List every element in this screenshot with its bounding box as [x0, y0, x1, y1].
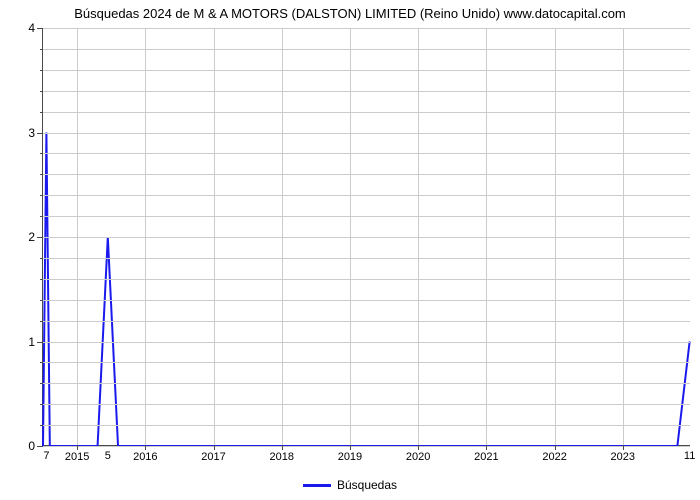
- y-tick-mark: [40, 91, 43, 92]
- gridline-h: [43, 383, 690, 384]
- y-tick-mark: [40, 216, 43, 217]
- gridline-h: [43, 153, 690, 154]
- gridline-v: [418, 28, 419, 445]
- y-tick-label: 3: [28, 126, 43, 140]
- x-tick-label: 2015: [65, 445, 89, 463]
- gridline-v: [77, 28, 78, 445]
- gridline-h: [43, 216, 690, 217]
- gridline-v: [145, 28, 146, 445]
- gridline-h: [43, 237, 690, 238]
- chart-title: Búsquedas 2024 de M & A MOTORS (DALSTON)…: [0, 6, 700, 21]
- gridline-h: [43, 91, 690, 92]
- gridline-h: [43, 258, 690, 259]
- x-tick-label: 2017: [201, 445, 225, 463]
- gridline-h: [43, 425, 690, 426]
- y-tick-mark: [40, 70, 43, 71]
- y-tick-mark: [40, 174, 43, 175]
- gridline-v: [350, 28, 351, 445]
- gridline-h: [43, 195, 690, 196]
- y-tick-mark: [40, 404, 43, 405]
- y-tick-mark: [40, 362, 43, 363]
- gridline-h: [43, 404, 690, 405]
- series-line: [43, 133, 690, 447]
- chart-container: Búsquedas 2024 de M & A MOTORS (DALSTON)…: [0, 0, 700, 500]
- x-tick-label: 2023: [611, 445, 635, 463]
- gridline-v: [214, 28, 215, 445]
- y-tick-mark: [40, 300, 43, 301]
- gridline-h: [43, 342, 690, 343]
- x-tick-label: 2019: [338, 445, 362, 463]
- y-tick-label: 0: [28, 439, 43, 453]
- gridline-v: [623, 28, 624, 445]
- peak-label: 7: [43, 450, 49, 462]
- x-tick-label: 2021: [474, 445, 498, 463]
- x-tick-label: 2018: [269, 445, 293, 463]
- gridline-h: [43, 49, 690, 50]
- y-tick-mark: [40, 112, 43, 113]
- gridline-v: [555, 28, 556, 445]
- y-tick-mark: [40, 258, 43, 259]
- y-tick-mark: [40, 279, 43, 280]
- legend-swatch: [303, 484, 331, 487]
- y-tick-mark: [40, 195, 43, 196]
- gridline-v: [282, 28, 283, 445]
- peak-label: 11: [684, 450, 695, 462]
- x-tick-label: 2020: [406, 445, 430, 463]
- y-tick-mark: [40, 49, 43, 50]
- legend-label: Búsquedas: [337, 478, 397, 492]
- legend: Búsquedas: [0, 478, 700, 492]
- gridline-h: [43, 321, 690, 322]
- y-tick-mark: [40, 425, 43, 426]
- gridline-v: [486, 28, 487, 445]
- gridline-h: [43, 362, 690, 363]
- gridline-h: [43, 112, 690, 113]
- gridline-h: [43, 28, 690, 29]
- gridline-h: [43, 300, 690, 301]
- y-tick-label: 2: [28, 230, 43, 244]
- gridline-h: [43, 174, 690, 175]
- y-tick-label: 1: [28, 335, 43, 349]
- y-tick-mark: [40, 153, 43, 154]
- plot-area: 0123420152016201720182019202020212022202…: [42, 28, 690, 446]
- peak-label: 5: [105, 450, 111, 462]
- y-tick-mark: [40, 321, 43, 322]
- gridline-h: [43, 70, 690, 71]
- x-tick-label: 2016: [133, 445, 157, 463]
- y-tick-mark: [40, 383, 43, 384]
- gridline-h: [43, 279, 690, 280]
- y-tick-label: 4: [28, 21, 43, 35]
- x-tick-label: 2022: [542, 445, 566, 463]
- gridline-h: [43, 133, 690, 134]
